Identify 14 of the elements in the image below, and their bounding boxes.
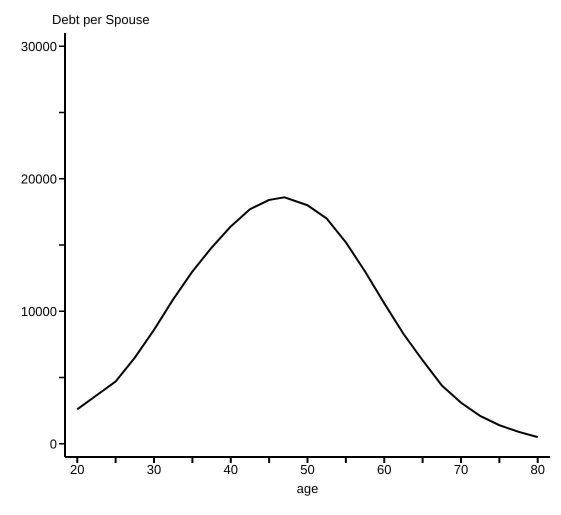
x-tick-label: 20 <box>70 462 85 478</box>
x-tick-label: 60 <box>377 462 392 478</box>
x-tick-label: 80 <box>530 462 545 478</box>
y-tick-label: 0 <box>50 436 57 452</box>
x-tick-label: 50 <box>300 462 315 478</box>
x-tick-label: 70 <box>454 462 468 478</box>
y-tick-label: 30000 <box>20 38 57 54</box>
y-tick-label: 10000 <box>20 304 57 319</box>
line-series <box>76 196 539 438</box>
y-tick-label: 20000 <box>20 171 57 186</box>
y-axis-title: Debt per Spouse <box>52 12 150 27</box>
x-axis-title: age <box>296 481 318 496</box>
x-tick-label: 40 <box>224 462 238 478</box>
x-tick-label: 30 <box>146 462 162 478</box>
